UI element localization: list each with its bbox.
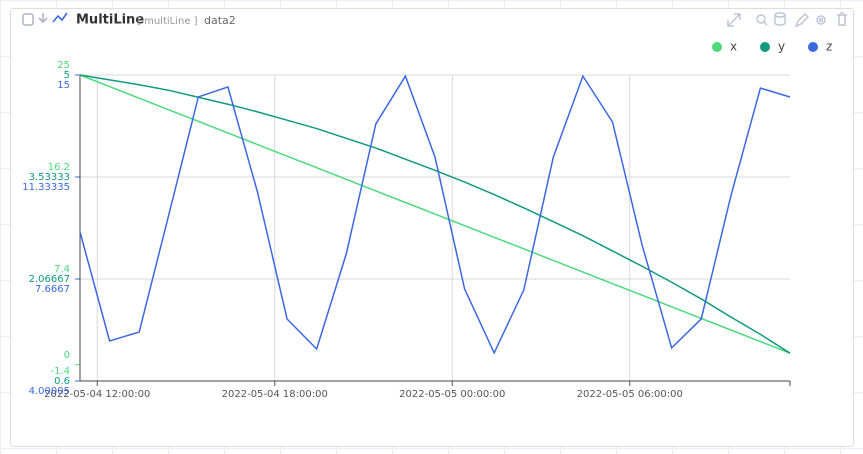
legend-label: y — [778, 40, 785, 54]
legend-marker — [760, 42, 770, 52]
y-tick-label: 15 — [57, 80, 70, 91]
legend-label: z — [826, 40, 832, 54]
x-tick-label: 2022-05-04 18:00:00 — [222, 389, 328, 400]
header-icons-left[interactable] — [22, 12, 68, 26]
series-line — [79, 74, 791, 354]
y-tick-label: 25 — [57, 60, 70, 71]
y-tick-label: 0.6 — [54, 376, 70, 387]
y-tick-label: 3.53333 — [29, 172, 70, 183]
widget-panel — [10, 8, 854, 447]
y-tick-label: 11.33335 — [22, 182, 70, 193]
y-tick-label: -1.4 — [50, 366, 70, 377]
x-tick-label: 2022-05-05 06:00:00 — [577, 389, 683, 400]
legend-marker — [712, 42, 722, 52]
legend-marker — [808, 42, 818, 52]
widget-source: data2 — [204, 14, 236, 27]
header-icons-right[interactable] — [727, 12, 847, 28]
series-line — [79, 74, 791, 355]
y-tick-label: 2.06667 — [29, 274, 70, 285]
y-tick-label: 7.4 — [54, 264, 70, 275]
x-tick-label: 2022-05-05 00:00:00 — [399, 389, 505, 400]
x-tick-label: 2022-05-04 12:00:00 — [44, 389, 150, 400]
widget-type: [ multiLine ] — [137, 16, 198, 27]
y-tick-label: 4.00005 — [29, 386, 70, 397]
y-tick-label: 0 — [64, 350, 70, 361]
widget-title: MultiLine — [76, 13, 144, 28]
y-tick-label: 5 — [64, 70, 70, 81]
legend-label: x — [730, 40, 737, 54]
y-tick-label: 7.6667 — [35, 284, 70, 295]
y-tick-label: 16.2 — [48, 162, 70, 173]
